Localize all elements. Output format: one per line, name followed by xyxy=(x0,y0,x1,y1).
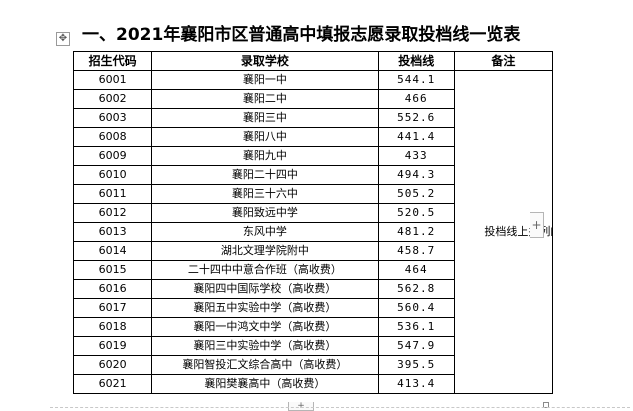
header-score: 投档线 xyxy=(377,51,455,71)
table-row: 6002 襄阳二中 466 xyxy=(72,89,553,109)
cell-code[interactable]: 6021 xyxy=(72,374,153,394)
table-row: 6001 襄阳一中 544.1 投档线上并列的学生语数英分数高的优先 xyxy=(72,70,554,394)
cell-score[interactable]: 520.5 xyxy=(377,203,455,223)
cell-score[interactable]: 481.2 xyxy=(377,222,455,242)
cell-score[interactable]: 562.8 xyxy=(377,279,455,299)
cell-code[interactable]: 6013 xyxy=(72,222,153,242)
cell-code[interactable]: 6019 xyxy=(72,336,153,356)
table-row: 6020 襄阳智投汇文综合高中（高收费） 395.5 xyxy=(72,355,553,375)
cell-school[interactable]: 襄阳三中实验中学（高收费） xyxy=(151,336,379,356)
header-school: 录取学校 xyxy=(151,51,379,71)
header-note: 备注 xyxy=(453,51,554,71)
cell-code[interactable]: 6015 xyxy=(72,260,153,280)
cell-school[interactable]: 东风中学 xyxy=(151,222,379,242)
page-margin-divider xyxy=(50,407,630,408)
table-row: 6003 襄阳三中 552.6 xyxy=(72,108,553,128)
table-header-row: 招生代码 录取学校 投档线 备注 xyxy=(72,51,554,71)
cell-score[interactable]: 464 xyxy=(377,260,455,280)
cell-score[interactable]: 536.1 xyxy=(377,317,455,337)
table-row: 6016 襄阳四中国际学校（高收费） 562.8 xyxy=(72,279,553,299)
table-row: 6021 襄阳樊襄高中（高收费） 413.4 xyxy=(72,374,553,394)
cell-code[interactable]: 6012 xyxy=(72,203,153,223)
cell-code[interactable]: 6010 xyxy=(72,165,153,185)
cell-school[interactable]: 襄阳三十六中 xyxy=(151,184,379,204)
page-title: 一、2021年襄阳市区普通高中填报志愿录取投档线一览表 xyxy=(82,25,521,45)
cell-score[interactable]: 458.7 xyxy=(377,241,455,261)
cell-code[interactable]: 6002 xyxy=(72,89,153,109)
cell-code[interactable]: 6003 xyxy=(72,108,153,128)
cell-code[interactable]: 6020 xyxy=(72,355,153,375)
cell-school[interactable]: 襄阳九中 xyxy=(151,146,379,166)
table-row: 6019 襄阳三中实验中学（高收费） 547.9 xyxy=(72,336,553,356)
cell-score[interactable]: 395.5 xyxy=(377,355,455,375)
cell-code[interactable]: 6009 xyxy=(72,146,153,166)
table-row: 6009 襄阳九中 433 xyxy=(72,146,553,166)
cell-score[interactable]: 441.4 xyxy=(377,127,455,147)
cell-school[interactable]: 二十四中中意合作班（高收费） xyxy=(151,260,379,280)
cell-school[interactable]: 襄阳致远中学 xyxy=(151,203,379,223)
cell-code[interactable]: 6011 xyxy=(72,184,153,204)
cell-score[interactable]: 466 xyxy=(377,89,455,109)
table-row: 6018 襄阳一中鸿文中学（高收费） 536.1 xyxy=(72,317,553,337)
cell-school[interactable]: 湖北文理学院附中 xyxy=(151,241,379,261)
cell-score[interactable]: 560.4 xyxy=(377,298,455,318)
table-row: 6008 襄阳八中 441.4 xyxy=(72,127,553,147)
cell-school[interactable]: 襄阳樊襄高中（高收费） xyxy=(151,374,379,394)
cell-code[interactable]: 6016 xyxy=(72,279,153,299)
score-table: 招生代码 录取学校 投档线 备注 6001 襄阳一中 544.1 投档线上并列的… xyxy=(72,51,554,394)
cell-code[interactable]: 6001 xyxy=(72,70,153,90)
cell-score[interactable]: 552.6 xyxy=(377,108,455,128)
cell-school[interactable]: 襄阳三中 xyxy=(151,108,379,128)
cell-code[interactable]: 6008 xyxy=(72,127,153,147)
cell-code[interactable]: 6018 xyxy=(72,317,153,337)
cell-score[interactable]: 505.2 xyxy=(377,184,455,204)
cell-school[interactable]: 襄阳八中 xyxy=(151,127,379,147)
table-move-handle-icon[interactable]: ✥ xyxy=(56,32,70,46)
cell-score[interactable]: 413.4 xyxy=(377,374,455,394)
table-row: 6017 襄阳五中实验中学（高收费） 560.4 xyxy=(72,298,553,318)
cell-school[interactable]: 襄阳五中实验中学（高收费） xyxy=(151,298,379,318)
cell-code[interactable]: 6017 xyxy=(72,298,153,318)
cell-school[interactable]: 襄阳一中鸿文中学（高收费） xyxy=(151,317,379,337)
cell-school[interactable]: 襄阳二中 xyxy=(151,89,379,109)
add-column-button[interactable]: + xyxy=(530,212,544,238)
cell-school[interactable]: 襄阳二十四中 xyxy=(151,165,379,185)
cell-school[interactable]: 襄阳四中国际学校（高收费） xyxy=(151,279,379,299)
cell-score[interactable]: 494.3 xyxy=(377,165,455,185)
cell-school[interactable]: 襄阳一中 xyxy=(151,70,379,90)
cell-score[interactable]: 547.9 xyxy=(377,336,455,356)
cell-score[interactable]: 433 xyxy=(377,146,455,166)
table-row: 6011 襄阳三十六中 505.2 xyxy=(72,184,553,204)
header-code: 招生代码 xyxy=(72,51,153,71)
cell-score[interactable]: 544.1 xyxy=(377,70,455,90)
note-text: 投档线上并列的学生语数英分数高的优先 xyxy=(484,225,551,238)
table-row: 6010 襄阳二十四中 494.3 xyxy=(72,165,553,185)
cell-code[interactable]: 6014 xyxy=(72,241,153,261)
cell-school[interactable]: 襄阳智投汇文综合高中（高收费） xyxy=(151,355,379,375)
